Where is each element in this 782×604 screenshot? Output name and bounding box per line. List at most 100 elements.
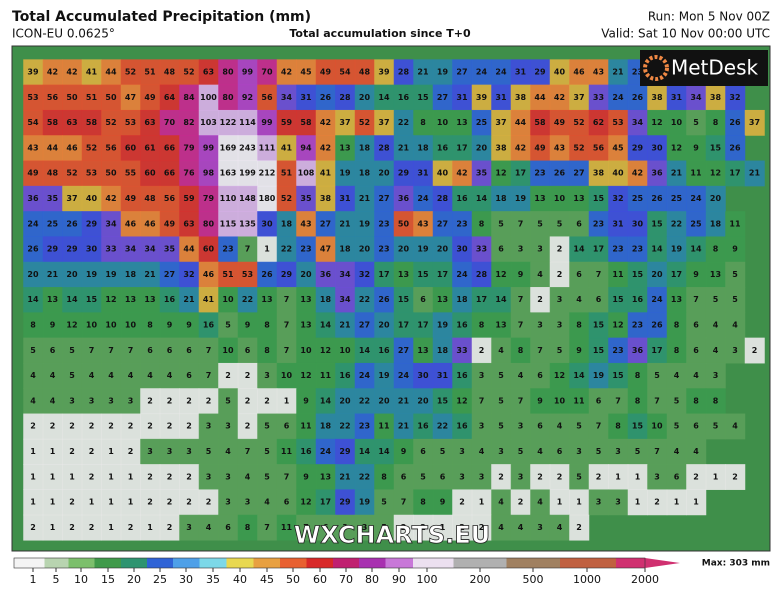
- precip-value: 2: [89, 447, 95, 456]
- colorbar-label: 90: [392, 573, 406, 586]
- precip-cell: [530, 413, 551, 440]
- precip-cell: [413, 211, 434, 237]
- precip-cell: [413, 287, 434, 313]
- precip-cell: [198, 261, 219, 288]
- precip-value: 2: [167, 498, 173, 507]
- precip-value: 16: [164, 295, 176, 304]
- precip-cell: [374, 135, 395, 162]
- precip-value: 10: [281, 371, 293, 380]
- precip-cell: [159, 84, 180, 111]
- precip-cell: [588, 160, 609, 187]
- precip-value: 8: [420, 118, 426, 127]
- precip-value: 33: [105, 245, 116, 254]
- precip-value: 94: [300, 143, 312, 152]
- precip-value: 2: [89, 422, 95, 431]
- precip-cell: [354, 261, 375, 288]
- precip-value: 39: [378, 68, 390, 77]
- precip-cell: [549, 312, 570, 339]
- precip-value: 25: [476, 118, 488, 127]
- precip-value: 103: [200, 118, 217, 127]
- precip-value: 10: [554, 194, 566, 203]
- precip-cell: [335, 438, 356, 465]
- precip-value: 52: [281, 194, 292, 203]
- precip-value: 36: [398, 194, 410, 203]
- precip-cell: [159, 362, 180, 389]
- precip-cell: [530, 236, 551, 263]
- precip-cell: [62, 185, 83, 212]
- precip-value: 9: [576, 346, 582, 355]
- precip-value: 10: [554, 396, 566, 405]
- precip-cell: [705, 135, 726, 162]
- precip-cell: [452, 84, 473, 111]
- precip-value: 58: [47, 118, 59, 127]
- precip-cell: [315, 261, 336, 288]
- precip-value: 1: [50, 523, 56, 532]
- precip-cell: [471, 413, 492, 440]
- precip-value: 24: [320, 447, 332, 456]
- precip-value: 36: [27, 194, 39, 203]
- precip-cell: [179, 388, 200, 415]
- precip-cell: [198, 287, 219, 313]
- precip-cell: [549, 135, 570, 162]
- precip-cell: [42, 160, 63, 187]
- precip-cell: [179, 438, 200, 465]
- precip-value: 5: [264, 422, 270, 431]
- precip-value: 12: [612, 321, 623, 330]
- precip-value: 36: [651, 169, 663, 178]
- colorbar: 1 5 10 15 20 25 30 35 40 45 50 60 70 80 90 100 200 500 100…: [13, 557, 680, 586]
- precip-value: 6: [401, 472, 407, 481]
- precip-value: 70: [164, 118, 176, 127]
- precip-cell: [120, 413, 141, 440]
- model: ICON-EU 0.0625°: [12, 27, 115, 41]
- precip-cell: [315, 211, 336, 237]
- precip-value: 38: [593, 169, 605, 178]
- precip-cell: [588, 185, 609, 212]
- precip-cell: [588, 438, 609, 465]
- precip-value: 52: [66, 169, 77, 178]
- precip-cell: [159, 438, 180, 465]
- precip-cell: [140, 312, 161, 339]
- precip-cell: [725, 464, 746, 490]
- colorbar-segment: [359, 558, 386, 568]
- precip-value: 15: [417, 93, 429, 102]
- max-label: Max: 303 mm: [702, 559, 770, 569]
- precip-value: 47: [320, 245, 331, 254]
- precip-value: 35: [47, 194, 59, 203]
- precip-value: 25: [671, 194, 683, 203]
- precip-value: 1: [264, 245, 270, 254]
- precip-value: 5: [654, 371, 660, 380]
- precip-cell: [354, 489, 375, 516]
- precip-cell: [549, 109, 570, 136]
- precip-value: 1: [693, 498, 699, 507]
- precip-value: 3: [128, 396, 134, 405]
- precip-cell: [335, 135, 356, 162]
- precip-value: 4: [498, 523, 504, 532]
- precip-value: 3: [479, 422, 485, 431]
- precip-cell: [42, 59, 63, 86]
- precip-value: 9: [440, 498, 446, 507]
- precip-value: 3: [537, 523, 543, 532]
- precip-value: 6: [596, 396, 602, 405]
- precip-cell: [296, 413, 317, 440]
- precip-cell: [393, 312, 414, 339]
- precip-cell: [569, 489, 590, 516]
- precip-cell: [530, 160, 551, 187]
- precip-value: 15: [417, 270, 429, 279]
- precip-value: 5: [381, 523, 387, 532]
- precip-value: 6: [186, 346, 192, 355]
- precip-cell: [62, 236, 83, 263]
- precip-cell: [276, 388, 297, 415]
- precip-value: 33: [593, 93, 604, 102]
- precip-value: 5: [420, 472, 426, 481]
- precip-value: 6: [323, 523, 329, 532]
- precip-cell: [335, 362, 356, 389]
- precip-cell: [471, 438, 492, 465]
- precip-value: 70: [261, 68, 273, 77]
- precip-value: 6: [284, 422, 290, 431]
- precip-value: 46: [203, 270, 215, 279]
- precip-value: 59: [183, 194, 195, 203]
- precip-value: 5: [557, 219, 563, 228]
- precip-cell: [257, 388, 278, 415]
- precip-value: 98: [203, 169, 215, 178]
- precip-value: 8: [147, 321, 153, 330]
